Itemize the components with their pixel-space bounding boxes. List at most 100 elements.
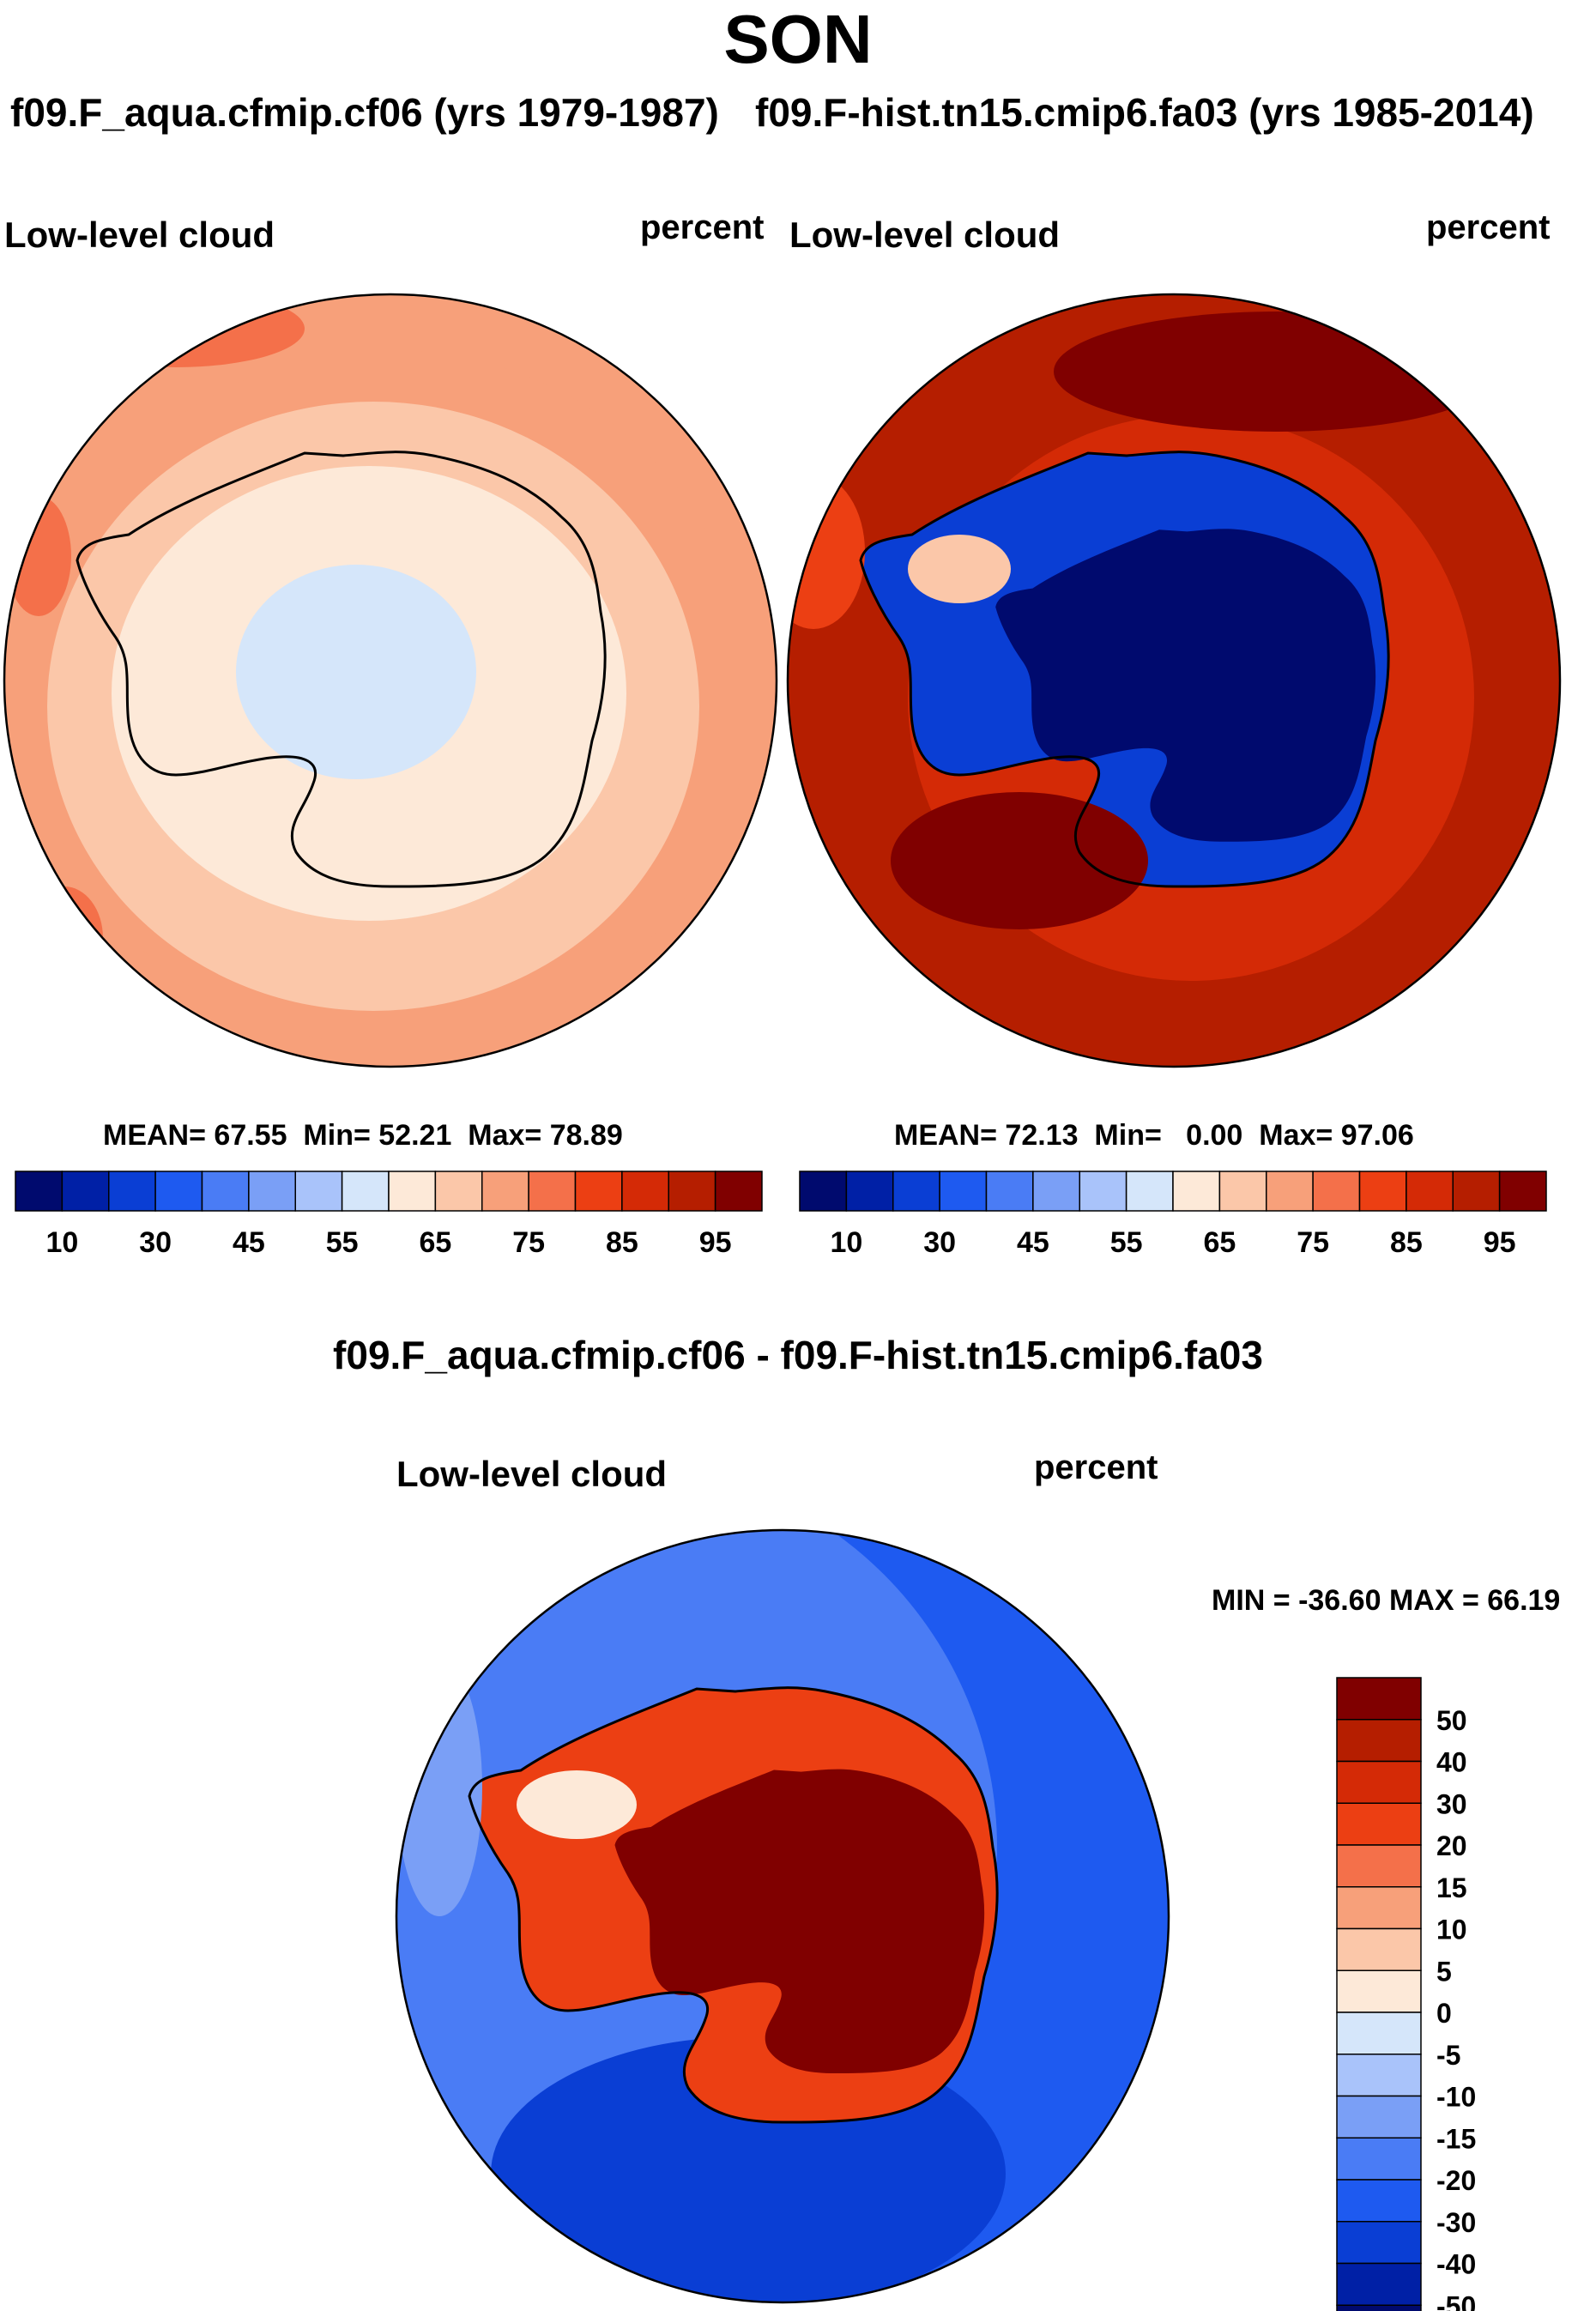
figure-title: SON [723,1,873,77]
colorbar-box [1336,2221,1422,2265]
colorbar-tick-label: 65 [1203,1226,1236,1259]
colorbar-tick-label: 50 [1436,1705,1467,1736]
colorbar-box [481,1171,529,1212]
difference-map [395,1528,1170,2304]
right-panel-stats: MEAN= 72.13 Min= 0.00 Max= 97.06 [894,1121,1414,1150]
difference-panel-variable: Low-level cloud [396,1454,668,1494]
colorbar-box [1336,1969,1422,2013]
colorbar-tick-label: 5 [1436,1956,1452,1987]
colorbar-box [1498,1171,1547,1212]
colorbar-tick-label: 40 [1436,1747,1467,1778]
field-patch-west [6,496,71,616]
colorbar-tick-label: 30 [1436,1788,1467,1819]
colorbar-tick-label: 10 [830,1226,862,1259]
colorbar-tick-label: -15 [1436,2123,1476,2154]
colorbar-box [1336,2304,1422,2311]
colorbar-box [154,1171,203,1212]
min-value: 52.21 [378,1119,452,1152]
colorbar-tick-label: 45 [233,1226,265,1259]
colorbar-box [799,1171,848,1212]
right-panel-case-title: f09.F-hist.tn15.cmip6.fa03 (yrs 1985-201… [755,90,1534,135]
colorbar-box [201,1171,250,1212]
colorbar-box [1336,2095,1422,2139]
field-patch-north [1054,312,1500,432]
colorbar-box [108,1171,156,1212]
colorbar-box [845,1171,894,1212]
colorbar-box [1336,1886,1422,1930]
colorbar-tick-label: 75 [512,1226,545,1259]
colorbar-tick-label: -10 [1436,2082,1476,2113]
colorbar-box [1336,1844,1422,1888]
field-patch-peninsula [908,535,1011,603]
colorbar-box [388,1171,437,1212]
colorbar-tick-label: 10 [1436,1915,1467,1945]
colorbar-tick-label: 65 [419,1226,451,1259]
min-value: 0.00 [1186,1119,1243,1152]
mean-value: 67.55 [214,1119,287,1152]
colorbar-tick-label: 55 [1110,1226,1143,1259]
colorbar-box [1312,1171,1361,1212]
min-label: Min= [1094,1119,1162,1152]
mean-label: MEAN= [894,1119,997,1152]
colorbar-box [892,1171,940,1212]
difference-panel-minmax: MIN = -36.60 MAX = 66.19 [1212,1586,1560,1615]
colorbar-tick-label: -50 [1436,2290,1476,2311]
right-panel-variable: Low-level cloud [789,215,1061,255]
colorbar-tick-label: 95 [699,1226,732,1259]
colorbar-box [1336,1719,1422,1763]
right-panel-units: percent [1426,209,1551,246]
colorbar-box [1032,1171,1080,1212]
colorbar-tick-label: 15 [1436,1872,1467,1903]
colorbar-box [1336,2179,1422,2223]
difference-panel-title: f09.F_aqua.cfmip.cf06 - f09.F-hist.tn15.… [333,1333,1263,1377]
colorbar-tick-label: -20 [1436,2165,1476,2196]
colorbar-tick-label: 75 [1297,1226,1329,1259]
colorbar-box [1336,2054,1422,2097]
colorbar-left: 10 30 45 55 65 75 85 95 [15,1171,763,1259]
min-label: MIN = [1212,1584,1291,1617]
colorbar-box [1125,1171,1174,1212]
mean-label: MEAN= [103,1119,206,1152]
colorbar-box [61,1171,110,1212]
map-boundary [786,293,1562,1068]
max-value: 97.06 [1340,1119,1414,1152]
colorbar-box [528,1171,577,1212]
colorbar-tick-label: -5 [1436,2040,1460,2071]
colorbar-box [341,1171,390,1212]
colorbar-box [985,1171,1034,1212]
max-value: 66.19 [1487,1584,1561,1617]
max-label: MAX = [1388,1584,1479,1617]
left-panel-variable: Low-level cloud [4,215,275,255]
field-patch-southwest [26,886,103,989]
colorbar-box [434,1171,483,1212]
map-boundary [395,1528,1170,2304]
colorbars: 10 30 45 55 65 75 85 95 10 30 45 55 65 75 85 9550403020… [15,1171,1547,2311]
max-value: 78.89 [549,1119,623,1152]
field-patch-peninsula [517,1770,637,1839]
colorbar-tick-label: 30 [139,1226,172,1259]
field-contour-pole [236,565,476,779]
max-label: Max= [468,1119,542,1152]
difference-panel-units: percent [1034,1449,1158,1486]
field-patch-south [891,792,1148,929]
colorbar-box [1336,1760,1422,1804]
colorbar-box [1336,2012,1422,2055]
colorbar-box [1336,1677,1422,1721]
left-panel-case-title: f09.F_aqua.cfmip.cf06 (yrs 1979-1987) [10,90,719,135]
colorbar-box [939,1171,988,1212]
colorbar-box [15,1171,63,1212]
map-boundary [3,293,778,1068]
colorbar-box [1336,2262,1422,2306]
min-value: -36.60 [1298,1584,1381,1617]
colorbar-tick-label: 85 [606,1226,638,1259]
colorbar-tick-label: 10 [45,1226,78,1259]
colorbar-box [1079,1171,1127,1212]
colorbar-tick-label: 45 [1017,1226,1049,1259]
colorbar-box [294,1171,343,1212]
colorbar-box [1336,1927,1422,1971]
colorbar-box [574,1171,623,1212]
colorbar-box [1266,1171,1314,1212]
colorbar-tick-label: 30 [923,1226,956,1259]
